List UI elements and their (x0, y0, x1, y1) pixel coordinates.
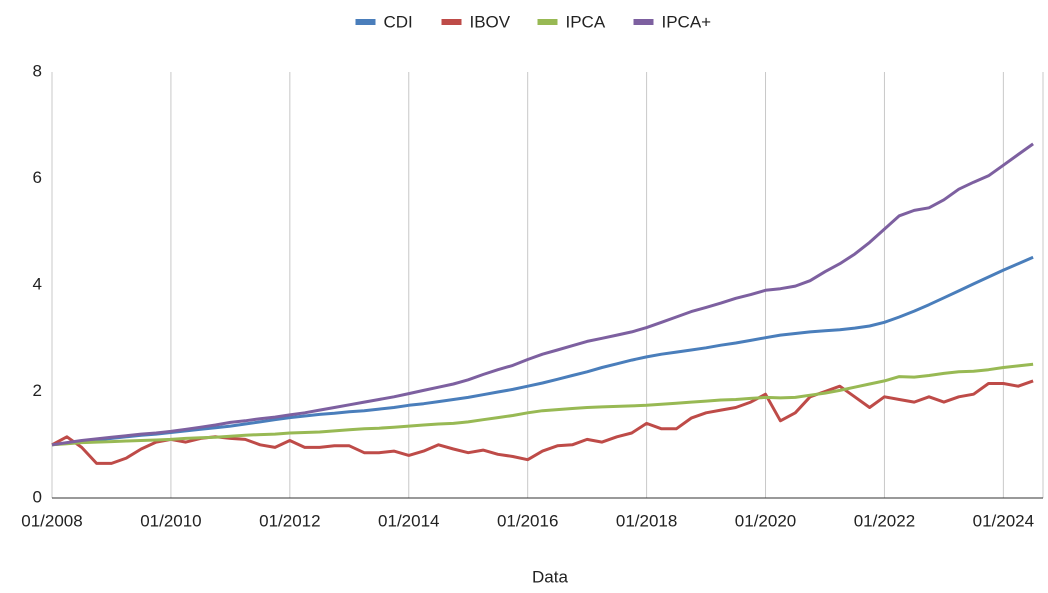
legend-label: IPCA+ (662, 12, 712, 31)
x-tick-label: 01/2024 (973, 511, 1034, 530)
series-line (51, 379, 1034, 465)
y-tick-label: 4 (33, 274, 42, 293)
legend-label: CDI (384, 12, 413, 31)
legend-swatch (355, 19, 376, 25)
series-line (51, 255, 1034, 447)
x-tick-label: 01/2010 (140, 511, 201, 530)
y-tick-label: 2 (33, 381, 42, 400)
x-tick-label: 01/2020 (735, 511, 796, 530)
x-tick-label: 01/2012 (259, 511, 320, 530)
series-line (51, 142, 1034, 447)
x-tick-label: 01/2022 (854, 511, 915, 530)
legend-label: IBOV (470, 12, 511, 31)
y-tick-label: 8 (33, 61, 42, 80)
legend-swatch (537, 19, 558, 25)
x-tick-label: 01/2008 (21, 511, 82, 530)
y-tick-label: 0 (33, 487, 42, 506)
x-axis-label: Data (532, 567, 568, 586)
x-tick-label: 01/2014 (378, 511, 439, 530)
legend-label: IPCA (566, 12, 606, 31)
legend-swatch (441, 19, 462, 25)
series-line (51, 362, 1034, 447)
legend-swatch (633, 19, 654, 25)
y-tick-label: 6 (33, 168, 42, 187)
x-tick-label: 01/2018 (616, 511, 677, 530)
x-tick-label: 01/2016 (497, 511, 558, 530)
